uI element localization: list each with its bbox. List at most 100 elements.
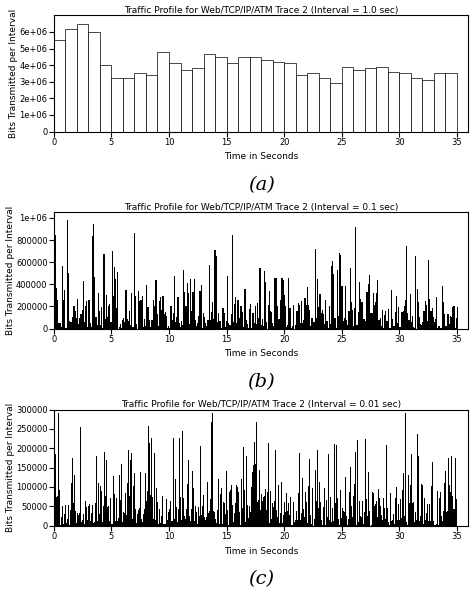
Bar	[234, 304, 235, 329]
Bar	[241, 307, 242, 329]
Bar	[126, 290, 127, 329]
Bar	[249, 309, 250, 329]
Bar	[352, 310, 353, 329]
Bar	[97, 326, 98, 329]
Bar	[381, 326, 382, 329]
Bar	[74, 311, 76, 329]
Bar	[307, 287, 308, 329]
Bar	[92, 236, 93, 329]
Bar	[204, 317, 205, 329]
Bar	[349, 267, 351, 329]
Bar	[271, 312, 272, 329]
Bar	[93, 224, 94, 329]
Bar	[264, 272, 265, 329]
Bar	[296, 311, 298, 329]
Bar	[367, 292, 368, 329]
Y-axis label: Bits Transmitted per Interval: Bits Transmitted per Interval	[6, 206, 15, 335]
Bar	[193, 278, 195, 329]
Bar	[69, 321, 70, 329]
Bar	[128, 322, 129, 329]
Bar	[435, 319, 436, 329]
Bar	[345, 287, 346, 329]
Bar	[210, 320, 211, 329]
Bar	[370, 313, 372, 329]
Bar	[301, 301, 302, 329]
Bar	[265, 282, 266, 329]
Bar	[427, 322, 428, 329]
Bar	[325, 300, 327, 329]
Bar	[388, 309, 389, 329]
Bar	[134, 233, 135, 329]
Bar	[168, 326, 169, 329]
Bar	[229, 325, 230, 329]
Bar	[130, 325, 131, 329]
Bar	[449, 325, 450, 329]
Bar	[65, 328, 66, 329]
Bar	[396, 296, 397, 329]
Bar	[365, 292, 367, 329]
Bar	[339, 254, 340, 329]
Bar	[285, 306, 286, 329]
Bar	[158, 326, 159, 329]
Bar	[197, 323, 198, 329]
Bar	[145, 326, 146, 329]
Bar	[439, 328, 441, 329]
Bar	[189, 324, 190, 329]
Bar	[333, 274, 335, 329]
Bar	[388, 72, 399, 132]
Bar	[221, 328, 222, 329]
Bar	[450, 316, 451, 329]
Bar	[443, 302, 444, 329]
Bar	[433, 317, 434, 329]
Bar	[111, 251, 113, 329]
Bar	[124, 322, 126, 329]
Bar	[218, 313, 219, 329]
Bar	[382, 310, 383, 329]
Bar	[361, 302, 362, 329]
Bar	[451, 317, 452, 329]
Bar	[377, 280, 378, 329]
Bar	[378, 320, 380, 329]
Bar	[385, 311, 386, 329]
Bar	[295, 325, 296, 329]
Bar	[351, 302, 352, 329]
Bar	[200, 291, 201, 329]
Bar	[261, 325, 262, 329]
Bar	[290, 308, 291, 329]
Bar	[140, 300, 142, 329]
Bar	[344, 318, 345, 329]
Bar	[240, 307, 241, 329]
Bar	[228, 323, 229, 329]
Bar	[347, 325, 348, 329]
Bar	[316, 317, 317, 329]
Bar	[389, 328, 390, 329]
Bar	[422, 322, 423, 329]
Bar	[282, 278, 283, 329]
Bar	[383, 328, 384, 329]
Bar	[144, 319, 145, 329]
Bar	[256, 325, 257, 329]
Bar	[253, 313, 254, 329]
Bar	[156, 314, 158, 329]
Bar	[392, 319, 393, 329]
Bar	[376, 67, 388, 132]
Bar	[192, 69, 203, 132]
Bar	[263, 326, 264, 329]
Bar	[153, 300, 155, 329]
Bar	[184, 292, 185, 329]
Bar	[106, 295, 107, 329]
Bar	[356, 325, 357, 329]
Bar	[376, 293, 377, 329]
Bar	[111, 78, 123, 132]
Bar	[103, 254, 105, 329]
Bar	[353, 326, 354, 329]
Bar	[335, 319, 336, 329]
Bar	[245, 288, 246, 329]
Bar	[337, 270, 338, 329]
Bar	[109, 304, 110, 329]
Bar	[183, 270, 184, 329]
Bar	[216, 256, 217, 329]
Bar	[235, 297, 237, 329]
Bar	[332, 260, 333, 329]
Bar	[66, 220, 68, 329]
